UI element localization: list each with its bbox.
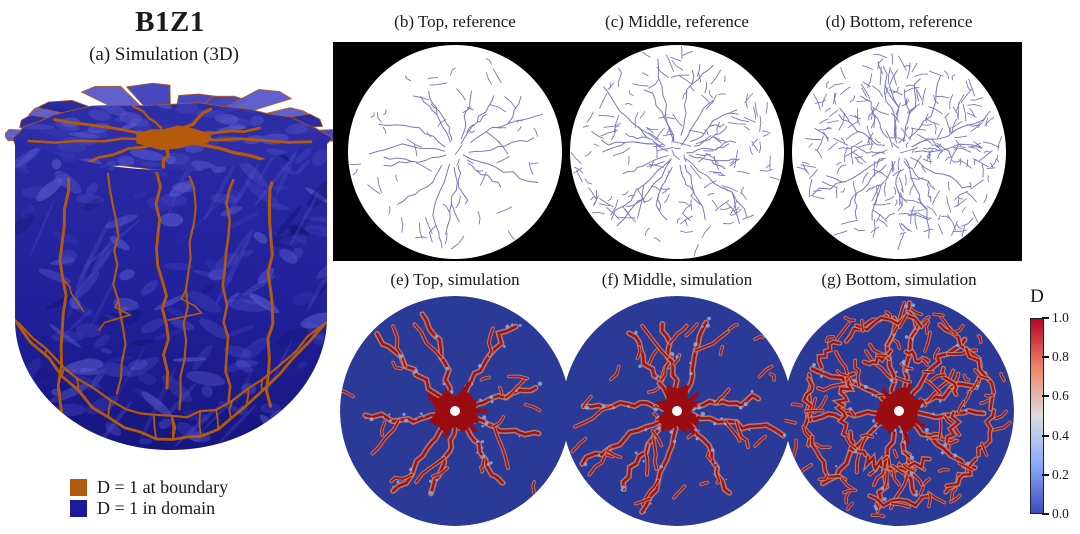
tick-mark	[1042, 435, 1049, 437]
tick-mark	[1042, 474, 1049, 476]
panel-label-d: (d) Bottom, reference	[825, 12, 973, 31]
simulation-panels-svg	[340, 296, 1014, 526]
legend: D = 1 at boundary D = 1 in domain	[70, 478, 228, 520]
legend-swatch-boundary	[70, 478, 87, 496]
colorbar-title: D	[1030, 286, 1044, 307]
tick-mark	[1042, 513, 1049, 515]
legend-label-domain: D = 1 in domain	[97, 498, 216, 518]
colorbar-tick: 0.8	[1042, 349, 1069, 365]
legend-label-boundary: D = 1 at boundary	[97, 477, 229, 497]
panel-label-f: (f) Middle, simulation	[601, 270, 753, 289]
legend-row-boundary: D = 1 at boundary	[70, 478, 228, 496]
subfigure-a-caption: (a) Simulation (3D)	[89, 44, 239, 65]
tick-mark	[1042, 317, 1049, 319]
legend-swatch-domain	[70, 499, 87, 517]
legend-row-domain: D = 1 in domain	[70, 499, 228, 517]
colorbar-tick: 0.4	[1042, 428, 1069, 444]
colorbar-gradient	[1030, 318, 1044, 514]
page-title: B1Z1	[135, 6, 205, 38]
panel-label-e: (e) Top, simulation	[390, 270, 520, 289]
simulation-3d-svg	[5, 82, 337, 450]
colorbar-tick: 1.0	[1042, 310, 1069, 326]
panel-label-g: (g) Bottom, simulation	[821, 270, 977, 289]
colorbar-tick: 0.2	[1042, 467, 1069, 483]
reference-panels-svg	[348, 45, 1006, 259]
reference-panels	[333, 42, 1022, 261]
tick-mark	[1042, 356, 1049, 358]
tick-mark	[1042, 395, 1049, 397]
colorbar: D 1.0 0.8 0.6 0.4 0.2 0.0	[1022, 286, 1080, 534]
simulation-3d-render	[5, 72, 337, 468]
colorbar-tick: 0.6	[1042, 388, 1069, 404]
simulation-panels	[333, 293, 1022, 531]
colorbar-tick: 0.0	[1042, 506, 1069, 522]
panel-label-b: (b) Top, reference	[394, 12, 516, 31]
panel-label-c: (c) Middle, reference	[605, 12, 749, 31]
